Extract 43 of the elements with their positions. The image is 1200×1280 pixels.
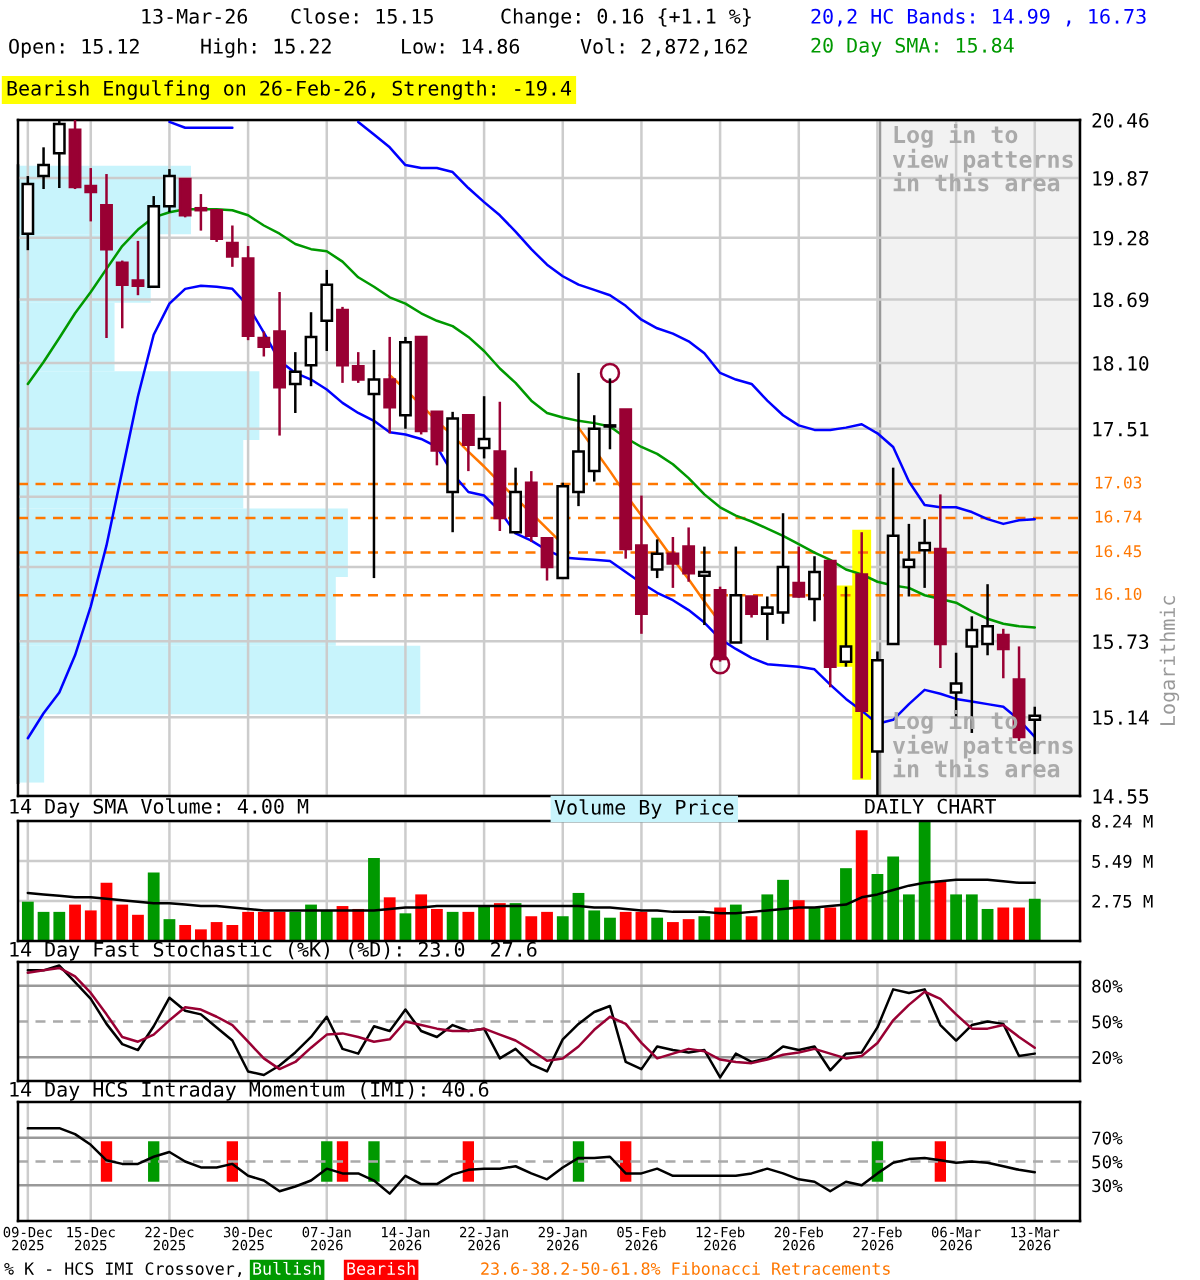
y-tick-label: 17.51 [1093, 422, 1149, 437]
text: Change: 0.16 {+1.1 %} [501, 8, 751, 28]
y-tick-label: 50% [1092, 1015, 1123, 1029]
text: Bearish Engulfing on 26-Feb-26, Strength: -19.4 [7, 80, 571, 100]
annotation: Log in to view patterns in this area [892, 123, 1073, 192]
y-tick-label: 19.87 [1093, 171, 1149, 186]
y-tick-label: 20.46 [1092, 113, 1149, 128]
y-axis-title: Logarithmic [1159, 596, 1180, 725]
y-tick-label: 18.69 [1093, 292, 1149, 308]
chart-title: 14 Day HCS Intraday Momentum (IMI): 40.6 [10, 1081, 489, 1101]
text: Volume By Price [554, 799, 734, 819]
legend-title: % K - HCS IMI Crossover, [4, 1262, 241, 1277]
text: Vol: 2,872,162 [580, 38, 747, 57]
chart-title: 14 Day Fast Stochastic (%K) (%D): 23.0 27.6 [10, 941, 537, 961]
text: 20 Day SMA: 15.84 [811, 37, 1014, 57]
y-tick-label: 19.28 [1093, 230, 1149, 246]
y-tick-label: 15.73 [1093, 634, 1149, 650]
y-tick-label: 15.14 [1093, 710, 1149, 725]
text: 20,2 HC Bands: 14.99 , 16.73 [811, 8, 1146, 27]
y-tick-label: 20% [1092, 1050, 1123, 1065]
text: Bullish [253, 1261, 321, 1275]
text: 23.6-38.2-50-61.8% Fibonacci Retracements [481, 1261, 890, 1275]
y-tick-label: 80% [1092, 979, 1123, 993]
ref-line-label: 17.03 [1095, 476, 1142, 489]
ref-line-label: 16.10 [1095, 587, 1142, 600]
y-tick-label: 14.55 [1093, 789, 1149, 804]
y-tick-label: 70% [1092, 1131, 1123, 1145]
y-tick-label: 18.10 [1093, 356, 1149, 371]
ref-line-label: 16.74 [1095, 510, 1142, 523]
ref-line-label: 16.45 [1095, 545, 1142, 558]
text: Bearish [347, 1261, 415, 1275]
text: High: 15.22 [201, 38, 331, 58]
text: DAILY CHART [865, 798, 996, 814]
text: Low: 14.86 [402, 38, 520, 54]
text: Close: 15.15 [291, 8, 433, 24]
y-tick-label: 2.75 M [1092, 894, 1153, 908]
y-tick-label: 50% [1092, 1155, 1123, 1169]
y-tick-label: 5.49 M [1092, 854, 1153, 868]
y-tick-label: 30% [1092, 1179, 1123, 1193]
chart-title: 14 Day SMA Volume: 4.00 M [10, 798, 309, 818]
y-tick-label: 8.24 M [1092, 814, 1153, 828]
text: 13-Mar-26 [142, 8, 248, 24]
text: Open: 15.12 [9, 38, 139, 58]
